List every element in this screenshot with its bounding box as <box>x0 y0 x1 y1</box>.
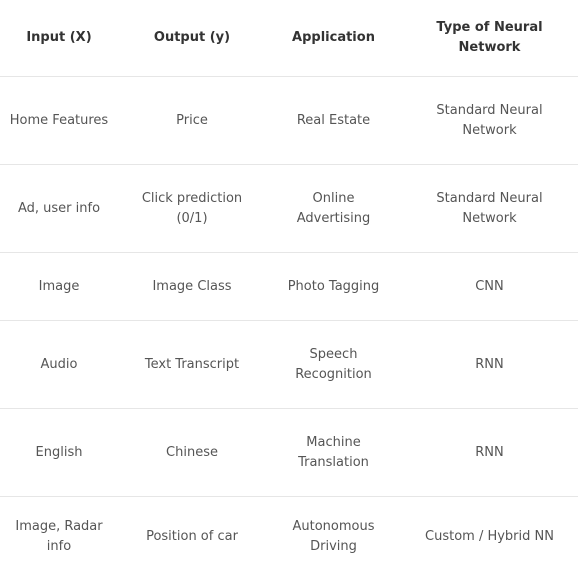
header-row: Input (X) Output (y) Application Type of… <box>0 0 578 77</box>
cell-output: Chinese <box>118 409 266 497</box>
table-row: Image Image Class Photo Tagging CNN <box>0 253 578 321</box>
cell-input: Image <box>0 253 118 321</box>
cell-application: Real Estate <box>266 77 401 165</box>
cell-input: Home Features <box>0 77 118 165</box>
cell-output: Text Transcript <box>118 321 266 409</box>
cell-network-type: Standard Neural Network <box>401 165 578 253</box>
cell-network-type: RNN <box>401 321 578 409</box>
cell-network-type: Custom / Hybrid NN <box>401 497 578 577</box>
cell-output: Position of car <box>118 497 266 577</box>
cell-application: Autonomous Driving <box>266 497 401 577</box>
cell-output: Click prediction (0/1) <box>118 165 266 253</box>
cell-input: Image, Radar info <box>0 497 118 577</box>
cell-network-type: Standard Neural Network <box>401 77 578 165</box>
table-row: English Chinese Machine Translation RNN <box>0 409 578 497</box>
cell-input: Audio <box>0 321 118 409</box>
cell-output: Price <box>118 77 266 165</box>
cell-network-type: RNN <box>401 409 578 497</box>
cell-network-type: CNN <box>401 253 578 321</box>
cell-application: Online Advertising <box>266 165 401 253</box>
header-output: Output (y) <box>118 0 266 77</box>
cell-output: Image Class <box>118 253 266 321</box>
header-application: Application <box>266 0 401 77</box>
cell-application: Photo Tagging <box>266 253 401 321</box>
table-row: Ad, user info Click prediction (0/1) Onl… <box>0 165 578 253</box>
header-network-type: Type of Neural Network <box>401 0 578 77</box>
cell-application: Machine Translation <box>266 409 401 497</box>
header-input: Input (X) <box>0 0 118 77</box>
cell-application: Speech Recognition <box>266 321 401 409</box>
table-row: Home Features Price Real Estate Standard… <box>0 77 578 165</box>
table-row: Image, Radar info Position of car Autono… <box>0 497 578 577</box>
cell-input: English <box>0 409 118 497</box>
cell-input: Ad, user info <box>0 165 118 253</box>
table-row: Audio Text Transcript Speech Recognition… <box>0 321 578 409</box>
